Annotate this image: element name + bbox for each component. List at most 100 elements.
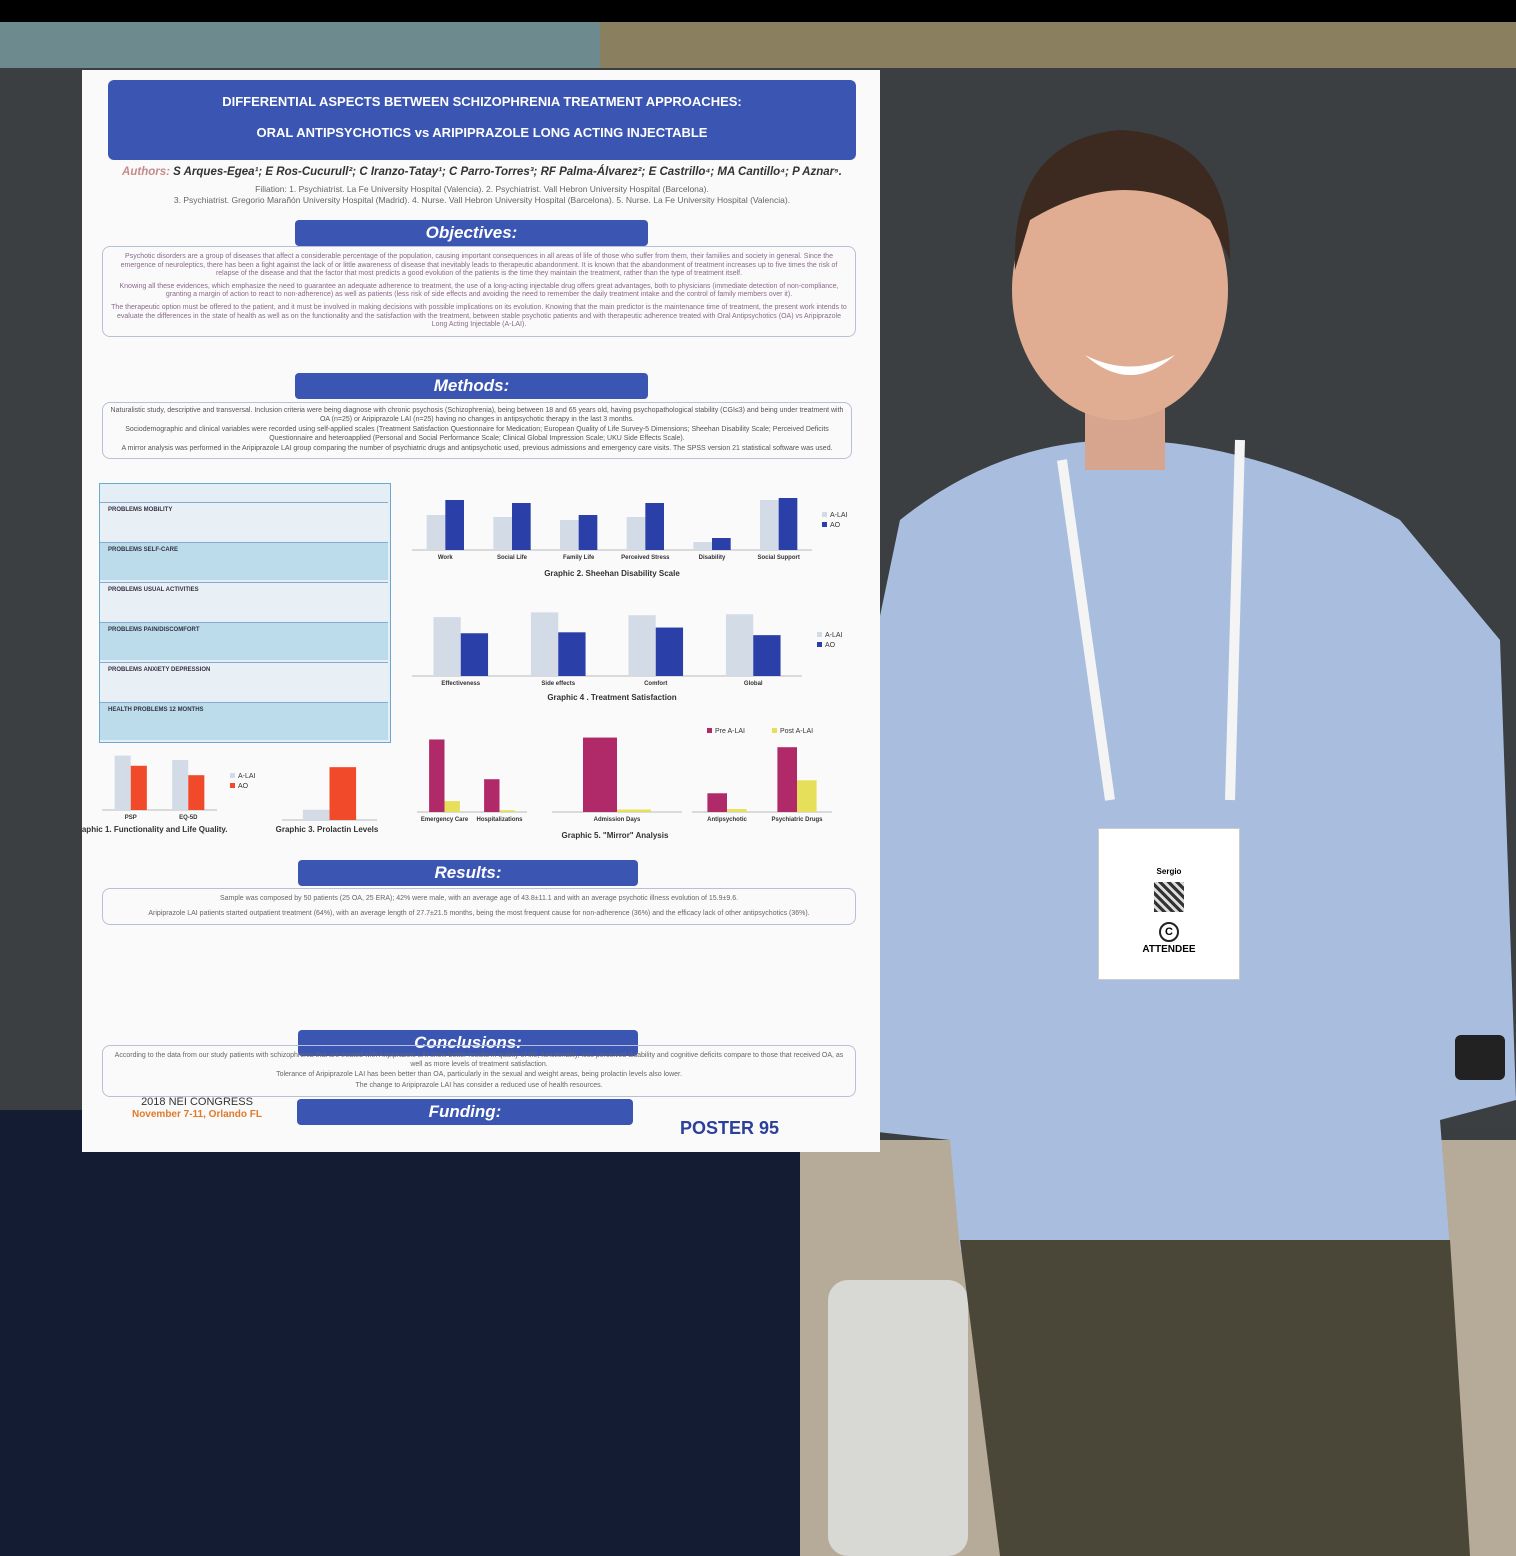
section-heading: Results: (298, 860, 638, 886)
bar (712, 538, 731, 550)
legend-label: Post A-LAI (780, 728, 813, 735)
congress-dates: November 7-11, Orlando FL (131, 1109, 263, 1120)
badge-role: ATTENDEE (1142, 944, 1196, 955)
affiliation: Filiation: 1. Psychiatrist. La Fe Univer… (255, 184, 709, 194)
objectives-text: Psychotic disorders are a group of disea… (102, 246, 856, 337)
bar (617, 809, 651, 812)
bar (530, 612, 559, 676)
legend-label: Pre A-LAI (715, 728, 745, 735)
legend-swatch (230, 773, 235, 778)
bar (560, 520, 579, 550)
chart-title: Graphic 4 . Treatment Satisfaction (547, 693, 676, 702)
category-label: Hospitalizations (476, 817, 523, 823)
chart-title: Graphic 1. Functionality and Life Qualit… (82, 825, 227, 834)
paragraph: A mirror analysis was performed in the A… (121, 445, 833, 453)
category-label: Antipsychotic (707, 817, 747, 823)
bar (778, 498, 798, 550)
legend-swatch (230, 783, 235, 788)
bar (130, 765, 147, 810)
paragraph: According to the data from our study pat… (114, 1052, 844, 1068)
bar (484, 779, 500, 812)
paragraph: Knowing all these evidences, which empha… (119, 282, 839, 299)
category-label: Effectiveness (441, 681, 480, 687)
legend-label: A-LAI (238, 773, 256, 780)
category-label: Disability (699, 555, 726, 561)
poster-number: POSTER 95 (680, 1118, 780, 1138)
affiliation: 3. Psychiatrist. Gregorio Marañón Univer… (173, 195, 791, 205)
bar (655, 627, 684, 676)
category-label: Social Support (757, 555, 799, 561)
authors: Authors: S Arques-Egea¹; E Ros-Cucurull²… (112, 166, 852, 178)
bar (583, 737, 617, 812)
bar (727, 809, 747, 812)
category-label: Perceived Stress (621, 555, 670, 561)
bar (777, 747, 797, 812)
paragraph: Tolerance of Aripiprazole LAI has been b… (276, 1071, 682, 1079)
affiliations: Filiation: 1. Psychiatrist. La Fe Univer… (102, 184, 862, 206)
table-row: PROBLEMS PAIN/DISCOMFORT (100, 622, 388, 660)
bar (645, 503, 664, 550)
bar (707, 793, 727, 812)
legend-swatch (817, 642, 822, 647)
name-badge: Sergio C ATTENDEE (1098, 828, 1240, 980)
section-heading: Conclusions: (298, 1030, 638, 1056)
section-heading: Methods: (295, 373, 648, 399)
paragraph: Aripiprazole LAI patients started outpat… (148, 909, 810, 917)
bar (626, 517, 646, 550)
bar (512, 503, 531, 550)
bar (499, 810, 515, 812)
paragraph: The change to Aripiprazole LAI has consi… (355, 1081, 603, 1089)
bar (753, 635, 781, 676)
legend-swatch (707, 728, 712, 733)
bar (797, 780, 817, 812)
bar (433, 617, 461, 676)
category-label: Social Life (497, 555, 528, 561)
chart-title: Graphic 2. Sheehan Disability Scale (544, 569, 680, 578)
table-row: PROBLEMS ANXIETY DEPRESSION (100, 662, 388, 700)
congress: 2018 NEI CONGRESS (141, 1096, 253, 1108)
legend-swatch (817, 632, 822, 637)
category-label: Comfort (644, 681, 667, 687)
paragraph: Naturalistic study, descriptive and tran… (110, 407, 844, 423)
bar (445, 500, 464, 550)
paragraph: Sociodemographic and clinical variables … (125, 426, 829, 442)
category-label: Admission Days (594, 817, 641, 823)
category-label: Global (744, 681, 763, 687)
table-row: PROBLEMS USUAL ACTIVITIES (100, 582, 388, 620)
methods-text: Naturalistic study, descriptive and tran… (102, 402, 852, 459)
title-line: ORAL ANTIPSYCHOTICS vs ARIPIPRAZOLE LONG… (256, 125, 708, 140)
bar (172, 759, 189, 810)
legend-label: AO (825, 642, 836, 649)
charts: Work Social Life Family Life Perceived Stre… (82, 498, 848, 840)
bar (329, 767, 357, 820)
paragraph: The therapeutic option must be offered t… (111, 303, 847, 329)
legend-label: A-LAI (830, 512, 848, 519)
category-label: PSP (125, 815, 137, 821)
chart-title: Graphic 5. "Mirror" Analysis (562, 831, 669, 840)
category-label: Family Life (563, 555, 595, 561)
chart-title: Graphic 3. Prolactin Levels (276, 825, 379, 834)
category-label: EQ-5D (179, 815, 198, 821)
paragraph: Psychotic disorders are a group of disea… (120, 253, 838, 278)
bar (558, 632, 586, 676)
title-line: DIFFERENTIAL ASPECTS BETWEEN SCHIZOPHREN… (222, 94, 742, 109)
legend-swatch (822, 512, 827, 517)
category-label: Side effects (541, 681, 575, 687)
qr-code (1154, 882, 1184, 912)
bar (493, 517, 512, 550)
paragraph: Sample was composed by 50 patients (25 O… (219, 895, 739, 902)
bar (444, 801, 460, 812)
bar (628, 615, 656, 676)
table-row: PROBLEMS MOBILITY (100, 502, 388, 540)
legend-label: AO (830, 522, 841, 529)
authors-label: Authors: (122, 166, 170, 178)
bar (302, 809, 330, 820)
section-heading: Objectives: (295, 220, 648, 246)
category-label: Work (438, 555, 454, 561)
bar (725, 614, 754, 676)
badge-logo: C (1159, 922, 1179, 942)
table: PROBLEMS MOBILITY PROBLEMS SELF-CARE PROBL… (99, 483, 391, 743)
legend-label: AO (238, 783, 249, 790)
category-label: Psychiatric Drugs (771, 817, 823, 823)
